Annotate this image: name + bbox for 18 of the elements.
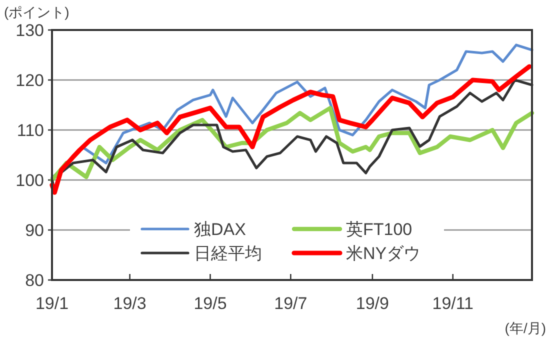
legend-label: 独DAX bbox=[194, 220, 246, 239]
x-tick-label: 19/1 bbox=[35, 294, 69, 313]
legend-label: 英FT100 bbox=[346, 220, 412, 239]
x-tick-label: 19/3 bbox=[113, 294, 146, 313]
y-tick-label: 90 bbox=[25, 221, 44, 240]
x-axis-title: (年/月) bbox=[504, 320, 546, 336]
legend-label: 日経平均 bbox=[194, 244, 262, 263]
y-axis-title: (ポイント) bbox=[4, 4, 70, 20]
y-tick-label: 80 bbox=[25, 271, 44, 290]
x-tick-label: 19/9 bbox=[356, 294, 389, 313]
x-tick-label: 19/7 bbox=[274, 294, 308, 313]
y-tick-label: 110 bbox=[16, 121, 44, 140]
x-tick-label: 19/11 bbox=[432, 294, 474, 313]
y-tick-label: 120 bbox=[16, 71, 44, 90]
x-tick-label: 19/5 bbox=[194, 294, 227, 313]
legend-label: 米NYダウ bbox=[346, 244, 421, 263]
y-tick-label: 100 bbox=[16, 171, 44, 190]
y-tick-label: 130 bbox=[16, 21, 44, 40]
